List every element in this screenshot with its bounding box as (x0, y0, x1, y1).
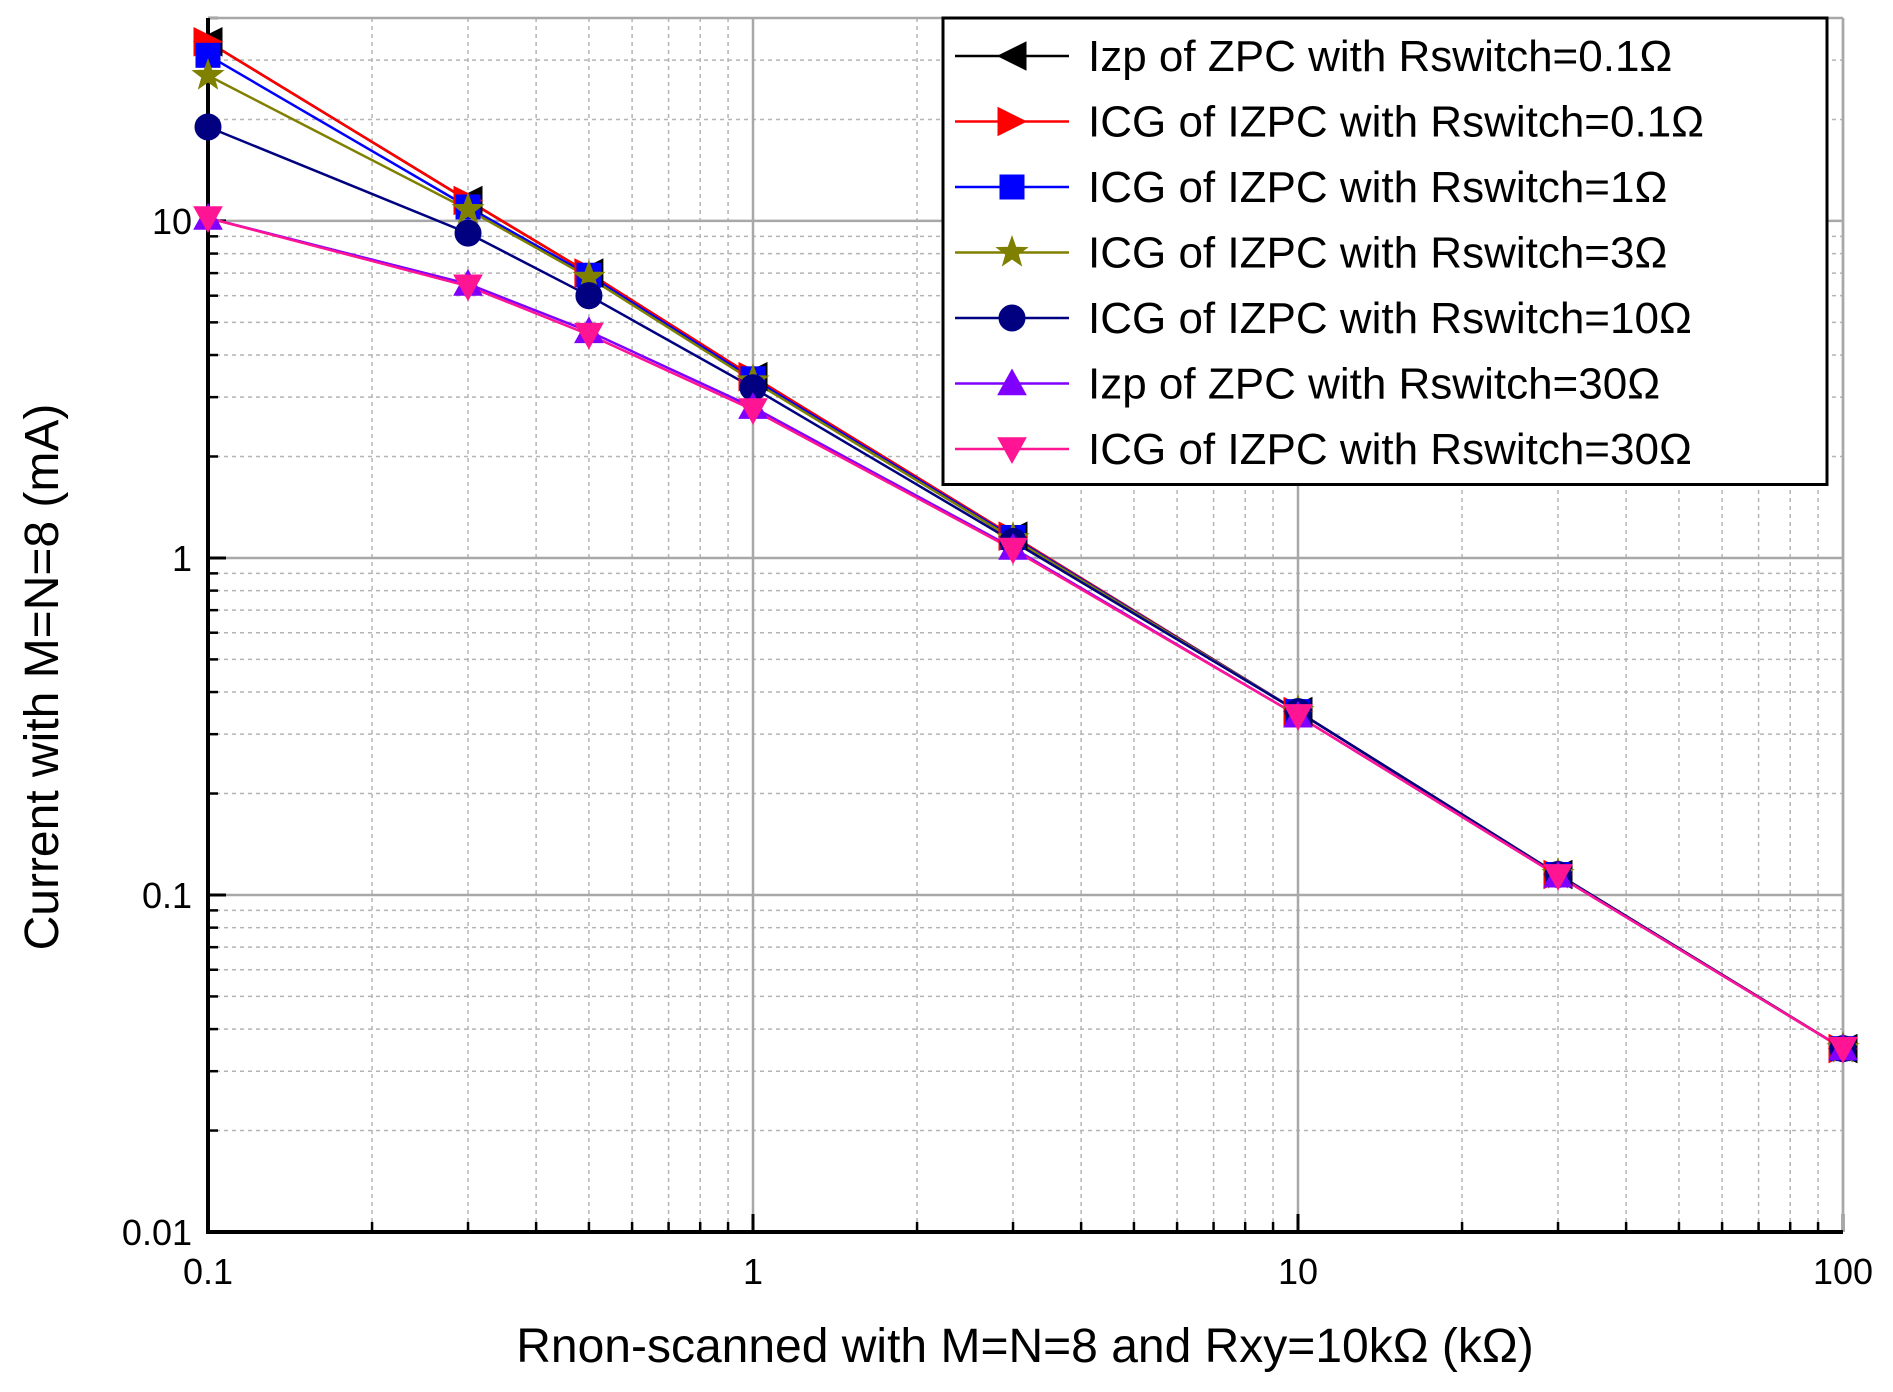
legend-marker-2 (997, 106, 1028, 137)
y-tick-label: 0.1 (142, 875, 192, 916)
x-tick-label: 100 (1813, 1251, 1873, 1292)
data-point-s4-1 (191, 57, 225, 90)
legend-label-5: ICG of IZPC with Rswitch=10Ω (1088, 294, 1692, 343)
y-tick-label: 1 (172, 538, 192, 579)
legend-marker-7 (997, 437, 1027, 465)
series-line-5 (207, 125, 1844, 1050)
legend-label-3: ICG of IZPC with Rswitch=1Ω (1088, 163, 1667, 212)
legend-marker-1 (996, 41, 1027, 71)
legend-marker-3 (999, 174, 1025, 200)
data-point-s5-1 (194, 113, 222, 141)
x-axis-title: Rnon-scanned with M=N=8 and Rxy=10kΩ (kΩ… (516, 1320, 1534, 1373)
legend: Izp of ZPC with Rswitch=0.1Ω ICG of IZPC … (941, 16, 1829, 486)
series-line-7 (207, 216, 1844, 1050)
x-tick-label: 0.1 (183, 1251, 233, 1292)
series-lines (207, 40, 1844, 1050)
data-point-s7-3 (574, 322, 604, 350)
legend-marker-4 (995, 235, 1029, 267)
data-point-s7-6 (1283, 704, 1313, 731)
data-point-s7-7 (1543, 864, 1573, 891)
x-tick-label: 10 (1278, 1251, 1318, 1292)
legend-box (941, 16, 1829, 486)
y-tick-label: 0.01 (122, 1212, 192, 1253)
x-tick-label: 1 (743, 1251, 763, 1292)
data-point-s7-2 (453, 274, 483, 302)
y-axis-title: Current with M=N=8 (mA) (16, 404, 69, 951)
data-point-s7-8 (1828, 1036, 1858, 1064)
data-point-s4-2 (451, 192, 485, 224)
legend-label-4: ICG of IZPC with Rswitch=3Ω (1088, 229, 1667, 278)
legend-label-6: Izp of ZPC with Rswitch=30Ω (1088, 360, 1660, 409)
y-tick-label: 10 (152, 201, 192, 242)
legend-marker-6 (997, 368, 1027, 396)
legend-label-2: ICG of IZPC with Rswitch=0.1Ω (1088, 98, 1704, 147)
data-point-s5-2 (454, 219, 482, 247)
data-point-s7-4 (738, 398, 768, 425)
data-point-s7-1 (193, 206, 223, 234)
data-point-s7-5 (998, 537, 1028, 565)
legend-label-1: Izp of ZPC with Rswitch=0.1Ω (1088, 32, 1672, 81)
data-point-s5-3 (575, 282, 603, 310)
series-markers (191, 26, 1860, 1064)
legend-label-7: ICG of IZPC with Rswitch=30Ω (1088, 425, 1692, 474)
legend-marker-5 (998, 304, 1026, 332)
